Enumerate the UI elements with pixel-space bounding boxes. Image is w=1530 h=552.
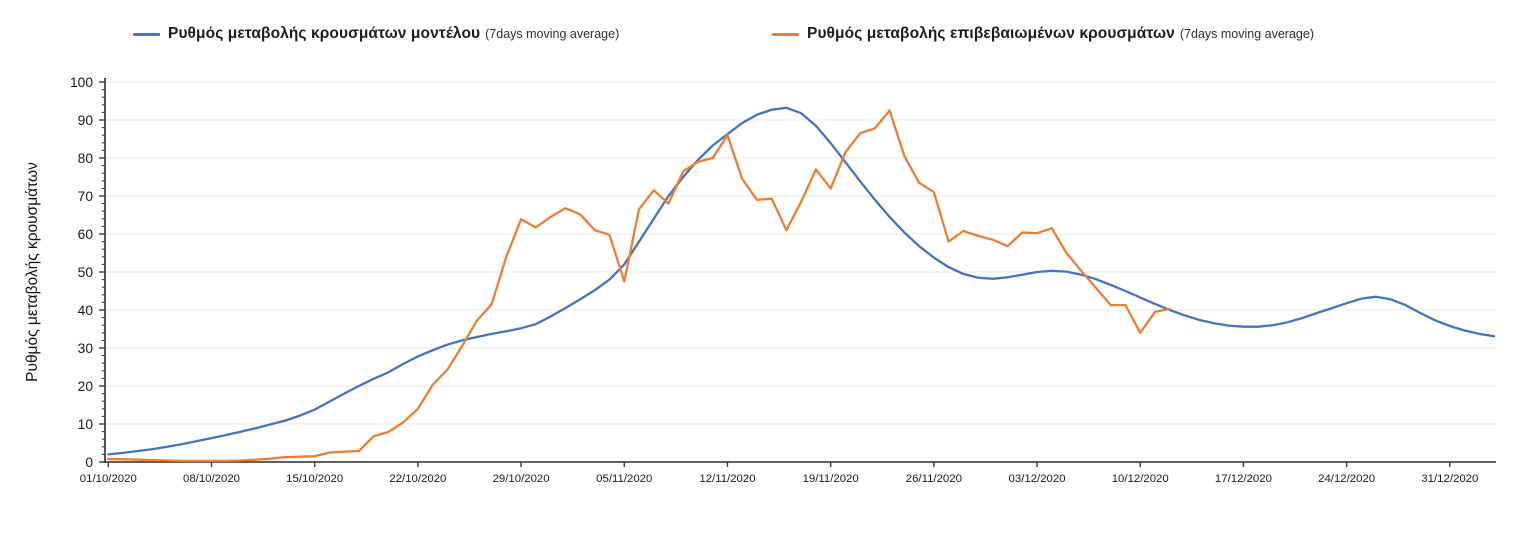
svg-text:12/11/2020: 12/11/2020	[699, 473, 755, 485]
legend-suffix: (7days moving average)	[485, 27, 620, 41]
svg-text:40: 40	[78, 303, 94, 318]
legend-label: Ρυθμός μεταβολής κρουσμάτων μοντέλου	[168, 25, 481, 42]
legend-item-confirmed[interactable]: Ρυθμός μεταβολής επιβεβαιωμένων κρουσμάτ…	[772, 25, 1314, 43]
svg-text:19/11/2020: 19/11/2020	[803, 473, 859, 485]
svg-text:10: 10	[78, 417, 94, 432]
svg-text:50: 50	[78, 265, 94, 280]
svg-text:70: 70	[78, 189, 94, 204]
svg-text:31/12/2020: 31/12/2020	[1421, 473, 1478, 485]
svg-text:80: 80	[78, 151, 94, 166]
svg-text:26/11/2020: 26/11/2020	[906, 473, 962, 485]
legend-line-marker-blue	[133, 32, 160, 36]
svg-text:05/11/2020: 05/11/2020	[596, 473, 652, 485]
legend-suffix: (7days moving average)	[1179, 27, 1314, 41]
svg-text:29/10/2020: 29/10/2020	[493, 473, 550, 485]
svg-text:22/10/2020: 22/10/2020	[389, 473, 446, 485]
svg-text:60: 60	[78, 227, 94, 242]
svg-text:03/12/2020: 03/12/2020	[1009, 473, 1066, 485]
svg-text:10/12/2020: 10/12/2020	[1112, 473, 1169, 485]
svg-text:15/10/2020: 15/10/2020	[286, 473, 343, 485]
svg-text:100: 100	[70, 75, 93, 90]
svg-text:20: 20	[78, 379, 94, 394]
svg-text:01/10/2020: 01/10/2020	[80, 473, 137, 485]
svg-text:17/12/2020: 17/12/2020	[1215, 473, 1272, 485]
svg-text:90: 90	[78, 113, 94, 128]
chart-legend: Ρυθμός μεταβολής κρουσμάτων μοντέλου (7d…	[0, 0, 1530, 56]
legend-label: Ρυθμός μεταβολής επιβεβαιωμένων κρουσμάτ…	[807, 25, 1175, 42]
svg-text:08/10/2020: 08/10/2020	[183, 473, 240, 485]
svg-text:24/12/2020: 24/12/2020	[1318, 473, 1375, 485]
svg-text:30: 30	[78, 341, 94, 356]
legend-line-marker-orange	[772, 32, 799, 36]
legend-item-model[interactable]: Ρυθμός μεταβολής κρουσμάτων μοντέλου (7d…	[133, 25, 619, 43]
svg-text:0: 0	[85, 455, 93, 470]
